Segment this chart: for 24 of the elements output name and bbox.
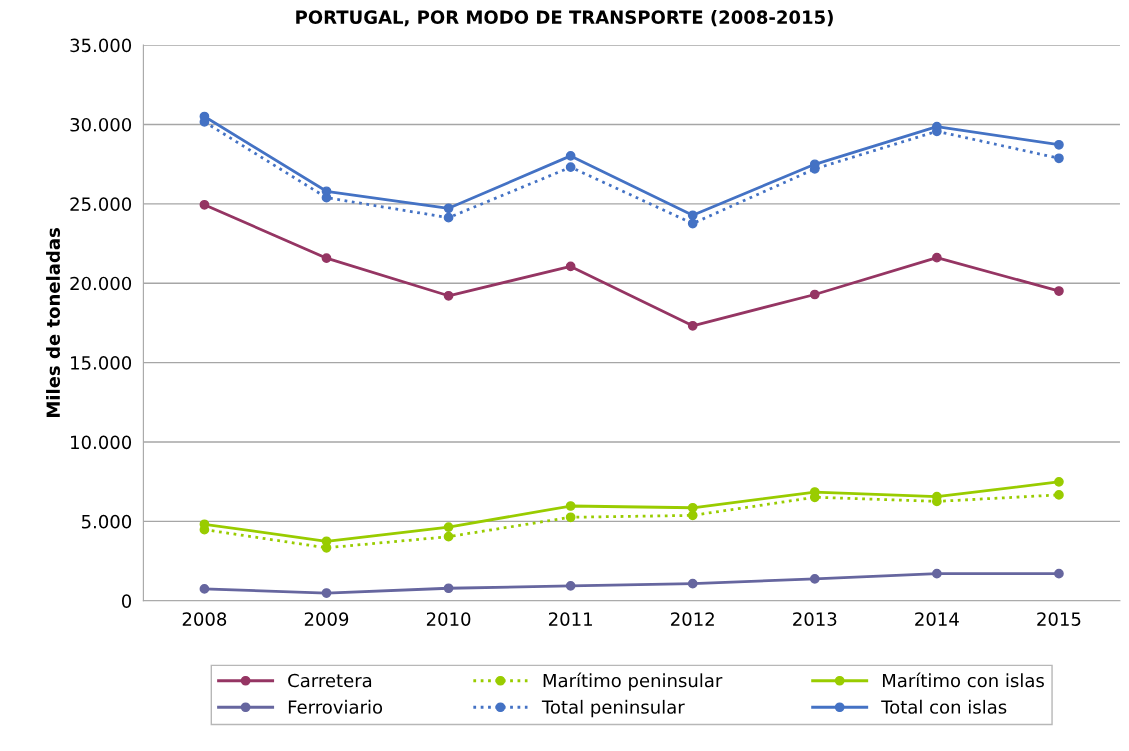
x-tick-label: 2010 <box>426 612 471 626</box>
x-tick-label: 2009 <box>304 612 349 626</box>
x-tick-label: 2012 <box>671 612 714 626</box>
x-tick-label: 2015 <box>1037 612 1081 626</box>
legend-label: Total con islas <box>881 699 1007 714</box>
y-axis-title: Miles de toneladas <box>46 228 61 417</box>
x-tick-label: 2011 <box>548 612 592 626</box>
legend-label: Carretera <box>288 673 372 688</box>
legend-label: Marítimo peninsular <box>543 672 723 691</box>
y-tick-label: 30.000 <box>70 117 132 132</box>
y-tick-label: 10.000 <box>71 435 132 450</box>
legend-label: Total peninsular <box>541 699 685 718</box>
y-tick-label: 5.000 <box>81 514 132 529</box>
y-tick-label: 15.000 <box>71 356 132 370</box>
x-tick-label: 2008 <box>182 612 227 626</box>
x-tick-label: 2014 <box>915 612 959 626</box>
y-tick-label: 0 <box>121 594 132 608</box>
y-tick-label: 35.000 <box>70 38 132 53</box>
chart-title: PORTUGAL, POR MODO DE TRANSPORTE (2008-2015) <box>296 10 833 27</box>
x-tick-label: 2013 <box>793 612 837 626</box>
y-tick-label: 25.000 <box>70 197 132 211</box>
legend-label: Ferroviario <box>288 699 383 714</box>
y-tick-label: 20.000 <box>70 276 132 291</box>
legend-label: Marítimo con islas <box>882 672 1044 688</box>
